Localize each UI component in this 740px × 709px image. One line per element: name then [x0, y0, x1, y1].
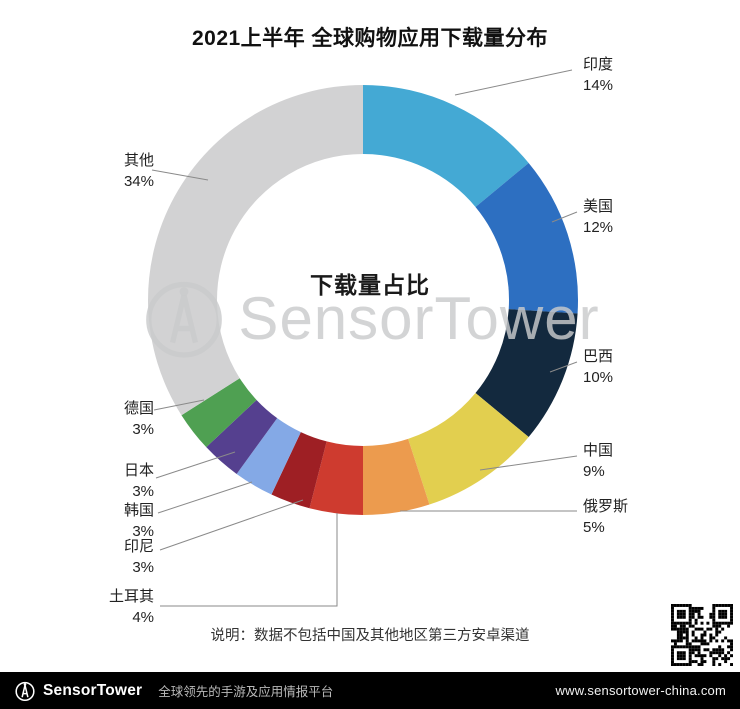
slice-label-south-korea: 韩国 3% [123, 502, 154, 540]
footer-sensortower-logo-icon [15, 681, 35, 701]
donut-slice [475, 309, 578, 438]
chart-title: 2021上半年 全球购物应用下载量分布 [191, 27, 549, 50]
donut-slice [236, 418, 301, 495]
slice-label-russia: 俄罗斯 5% [583, 498, 629, 536]
donut-slice [363, 85, 529, 207]
slice-label-china: 中国 9% [583, 442, 614, 480]
donut-slice [181, 378, 257, 448]
slice-label-turkey: 土耳其 4% [108, 588, 154, 626]
slice-label-india: 印度 14% [583, 56, 614, 94]
footer-brand: SensorTower [43, 681, 143, 699]
chart-note: 说明：数据不包括中国及其他地区第三方安卓渠道 [210, 628, 530, 644]
donut-slice [271, 432, 327, 509]
footer-url: www.sensortower-china.com [555, 683, 726, 698]
donut-slice [206, 399, 278, 474]
footer-tagline: 全球领先的手游及应用情报平台 [158, 685, 334, 699]
donut-slice [363, 438, 430, 515]
donut-slice [148, 84, 363, 416]
slice-label-brazil: 巴西 10% [583, 348, 614, 386]
slice-label-indonesia: 印尼 3% [123, 538, 154, 576]
qr-code [671, 604, 733, 666]
donut-slice [408, 393, 529, 505]
slice-label-others: 其他 34% [123, 152, 154, 190]
donut-slice [309, 441, 363, 515]
slice-label-germany: 德国 3% [123, 400, 154, 438]
footer-bar: SensorTower 全球领先的手游及应用情报平台 www.sensortow… [0, 672, 740, 709]
slice-label-japan: 日本 3% [123, 462, 154, 500]
slice-label-usa: 美国 12% [583, 198, 614, 236]
donut-center-label: 下载量占比 [310, 272, 430, 298]
